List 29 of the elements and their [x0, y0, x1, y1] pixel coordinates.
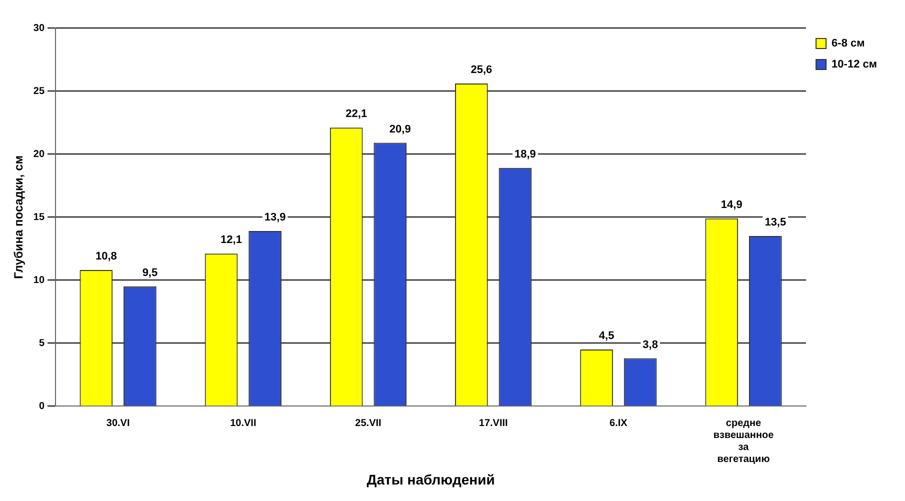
x-tick-label: 10.VII	[230, 418, 256, 429]
y-tick-label: 15	[33, 212, 45, 223]
y-tick-label: 5	[38, 338, 45, 349]
data-label: 20,9	[389, 123, 411, 136]
data-label: 4,5	[598, 330, 614, 342]
data-label: 3,8	[642, 338, 658, 351]
y-axis-title: Глубина посадки, см	[12, 155, 26, 279]
data-label: 18,9	[514, 148, 536, 160]
x-tick-label: 25.VII	[355, 418, 382, 429]
legend-label: 6-8 см	[832, 38, 865, 50]
x-tick-label: 17.VIII	[478, 418, 508, 429]
y-tick-label: 0	[38, 400, 45, 412]
data-label: 25,6	[470, 64, 492, 76]
y-tick-label: 25	[33, 86, 45, 97]
x-axis-title: Даты наблюдений	[366, 471, 495, 488]
data-label: 14,9	[720, 198, 742, 211]
data-label: 10,8	[95, 250, 117, 263]
data-label: 22,1	[346, 108, 368, 120]
x-tick-label: 6.IX	[610, 418, 628, 429]
x-tick-label: 30.VI	[106, 418, 130, 429]
data-label: 13,9	[264, 212, 286, 224]
data-label: 9,5	[142, 266, 158, 279]
y-tick-label: 10	[33, 274, 45, 286]
y-tick-label: 20	[33, 148, 45, 160]
legend-label: 10-12 см	[832, 58, 878, 71]
data-label: 13,5	[764, 216, 786, 229]
y-tick-label: 30	[33, 22, 45, 34]
data-label: 12,1	[220, 234, 242, 246]
x-tick-label: средне взвешанное за вегетацию	[713, 418, 774, 465]
